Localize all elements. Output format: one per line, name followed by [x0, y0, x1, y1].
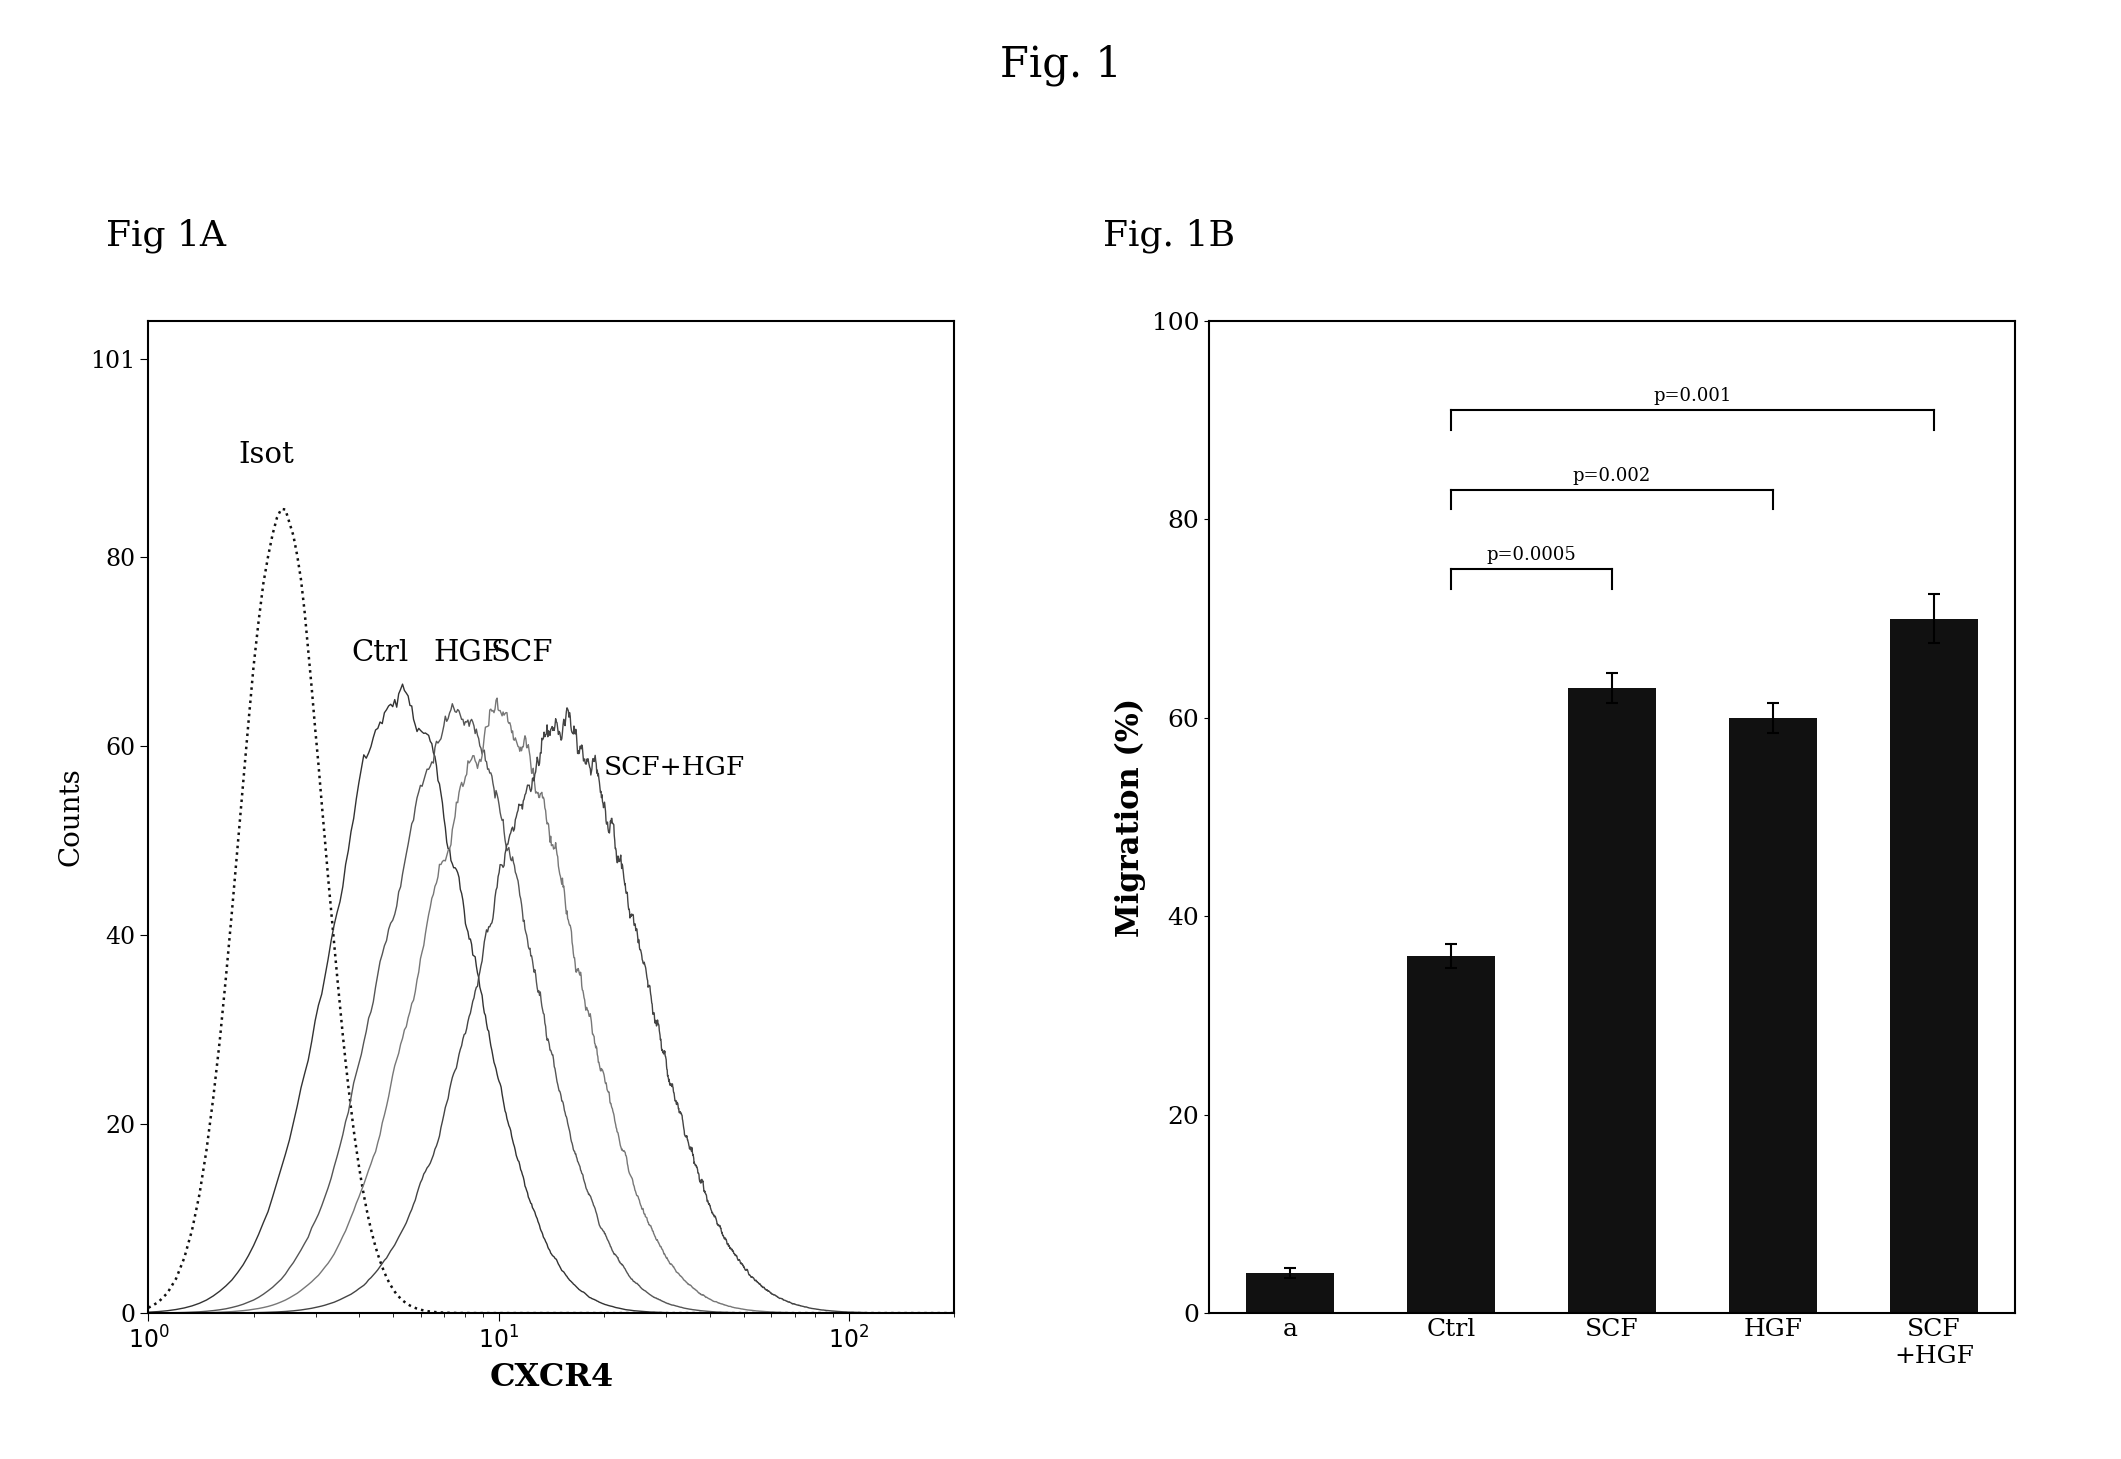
Bar — [1890, 619, 1979, 1313]
Text: p=0.002: p=0.002 — [1574, 467, 1650, 484]
Bar — [1406, 956, 1495, 1313]
Text: SCF+HGF: SCF+HGF — [604, 754, 744, 779]
Text: SCF: SCF — [490, 639, 554, 667]
Text: p=0.0005: p=0.0005 — [1487, 546, 1576, 565]
Text: Fig 1A: Fig 1A — [106, 219, 227, 254]
Text: Fig. 1B: Fig. 1B — [1103, 219, 1234, 254]
Text: Fig. 1: Fig. 1 — [999, 44, 1122, 86]
Text: p=0.001: p=0.001 — [1652, 387, 1731, 406]
Bar — [1567, 689, 1657, 1313]
X-axis label: CXCR4: CXCR4 — [490, 1361, 613, 1393]
Text: Ctrl: Ctrl — [352, 639, 409, 667]
Text: HGF: HGF — [433, 639, 503, 667]
Text: Isot: Isot — [238, 441, 293, 468]
Bar — [1729, 718, 1818, 1313]
Y-axis label: Migration (%): Migration (%) — [1116, 697, 1145, 937]
Bar — [1245, 1274, 1334, 1313]
Y-axis label: Counts: Counts — [57, 767, 85, 867]
